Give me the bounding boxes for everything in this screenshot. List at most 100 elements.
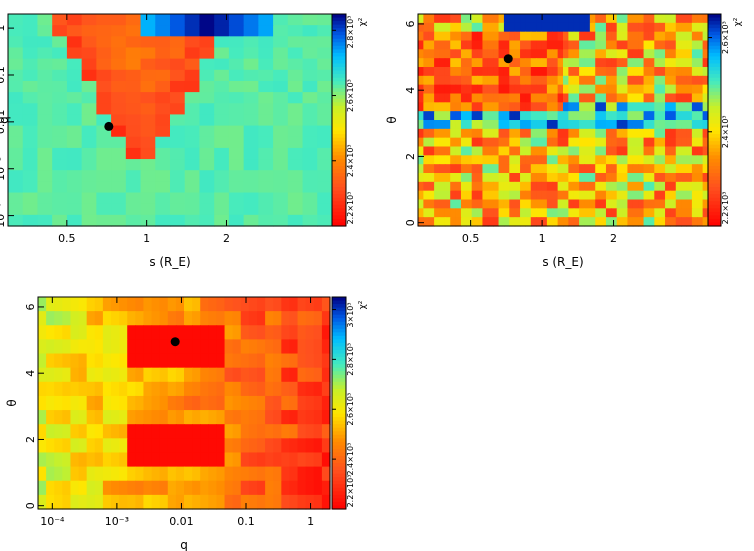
heatmap-cell — [434, 146, 441, 156]
heatmap-cell — [616, 217, 623, 227]
heatmap-cell — [135, 480, 145, 496]
heatmap-cell — [434, 164, 441, 174]
heatmap-cell — [297, 452, 307, 468]
heatmap-cell — [579, 93, 586, 103]
heatmap-cell — [638, 111, 645, 121]
heatmap-cell — [520, 84, 527, 95]
heatmap-cell — [102, 353, 112, 369]
heatmap-cell — [487, 146, 494, 156]
heatmap-cell — [151, 395, 161, 411]
heatmap-cell — [214, 25, 230, 37]
heatmap-cell — [248, 410, 258, 425]
heatmap-cell — [313, 311, 323, 326]
colorbar-segment — [332, 364, 346, 369]
heatmap-cell — [111, 14, 127, 26]
colorbar-segment — [332, 484, 346, 489]
heatmap-cell — [450, 40, 457, 50]
heatmap-cell — [460, 93, 467, 103]
heatmap-cell — [686, 111, 693, 121]
heatmap-cell — [418, 173, 424, 183]
heatmap-cell — [287, 25, 304, 37]
heatmap-cell — [514, 14, 521, 24]
heatmap-cell — [525, 217, 532, 227]
heatmap-cell — [541, 102, 548, 112]
heatmap-cell — [167, 297, 177, 312]
heatmap-cell — [659, 120, 666, 130]
heatmap-cell — [170, 47, 186, 60]
heatmap-cell — [46, 381, 55, 397]
heatmap-cell — [305, 410, 315, 425]
heatmap-cell — [70, 325, 80, 340]
heatmap-cell — [240, 466, 250, 482]
heatmap-cell — [702, 120, 709, 130]
heatmap-cell — [22, 58, 39, 71]
heatmap-cell — [434, 84, 441, 95]
colorbar-segment — [332, 350, 346, 355]
heatmap-cell — [530, 14, 537, 24]
colorbar-segment — [332, 88, 346, 93]
heatmap-cell — [536, 173, 543, 183]
heatmap-cell — [579, 199, 586, 209]
heatmap-cell — [665, 58, 672, 68]
heatmap-cell — [627, 155, 634, 165]
heatmap-cell — [493, 40, 500, 50]
heatmap-cell — [140, 214, 156, 227]
colorbar-segment — [332, 180, 346, 185]
heatmap-cell — [520, 75, 527, 86]
heatmap-cell — [482, 31, 489, 42]
heatmap-cell — [482, 84, 489, 95]
heatmap-cell — [648, 40, 655, 50]
colorbar-tick-label: 2.4×10³ — [346, 443, 355, 476]
heatmap-cell — [568, 217, 575, 227]
heatmap-cell — [62, 339, 72, 355]
colorbar-segment — [332, 346, 346, 351]
heatmap-cell — [541, 31, 548, 42]
heatmap-cell — [509, 155, 516, 165]
heatmap-cell — [643, 181, 650, 192]
heatmap-cell — [155, 170, 171, 182]
heatmap-cell — [563, 190, 569, 201]
heatmap-cell — [66, 25, 83, 37]
heatmap-cell — [265, 438, 274, 454]
heatmap-cell — [520, 14, 527, 24]
heatmap-cell — [317, 147, 333, 160]
heatmap-cell — [155, 36, 171, 49]
heatmap-cell — [622, 164, 629, 174]
heatmap-cell — [62, 395, 72, 411]
heatmap-cell — [125, 25, 142, 37]
colorbar-segment — [708, 215, 721, 220]
y-tick-label: 1 — [0, 25, 7, 32]
heatmap-cell — [638, 128, 645, 139]
heatmap-cell — [175, 297, 185, 312]
heatmap-cell — [665, 217, 672, 227]
heatmap-cell — [697, 111, 704, 121]
heatmap-cell — [111, 159, 127, 171]
heatmap-cell — [455, 67, 462, 77]
heatmap-cell — [514, 22, 521, 33]
x-tick-label: 1 — [539, 232, 546, 245]
heatmap-cell — [600, 173, 607, 183]
heatmap-cell — [155, 69, 171, 82]
heatmap-cell — [595, 190, 602, 201]
colorbar-segment — [332, 410, 346, 415]
heatmap-cell — [611, 190, 618, 201]
heatmap-cell — [208, 452, 218, 468]
heatmap-cell — [627, 22, 634, 33]
y-tick-label: 0 — [404, 219, 417, 226]
heatmap-cell — [530, 155, 537, 165]
colorbar-segment — [332, 371, 346, 376]
heatmap-cell — [514, 164, 521, 174]
heatmap-cell — [503, 208, 510, 218]
heatmap-cell — [675, 93, 682, 103]
heatmap-cell — [184, 438, 193, 454]
heatmap-cell — [632, 31, 639, 42]
heatmap-cell — [622, 120, 629, 130]
heatmap-cell — [281, 339, 291, 355]
heatmap-cell — [434, 31, 441, 42]
heatmap-cell — [37, 14, 53, 26]
heatmap-cell — [546, 120, 553, 130]
heatmap-cell — [579, 75, 586, 86]
heatmap-cell — [38, 297, 47, 312]
heatmap-cell — [240, 424, 250, 439]
